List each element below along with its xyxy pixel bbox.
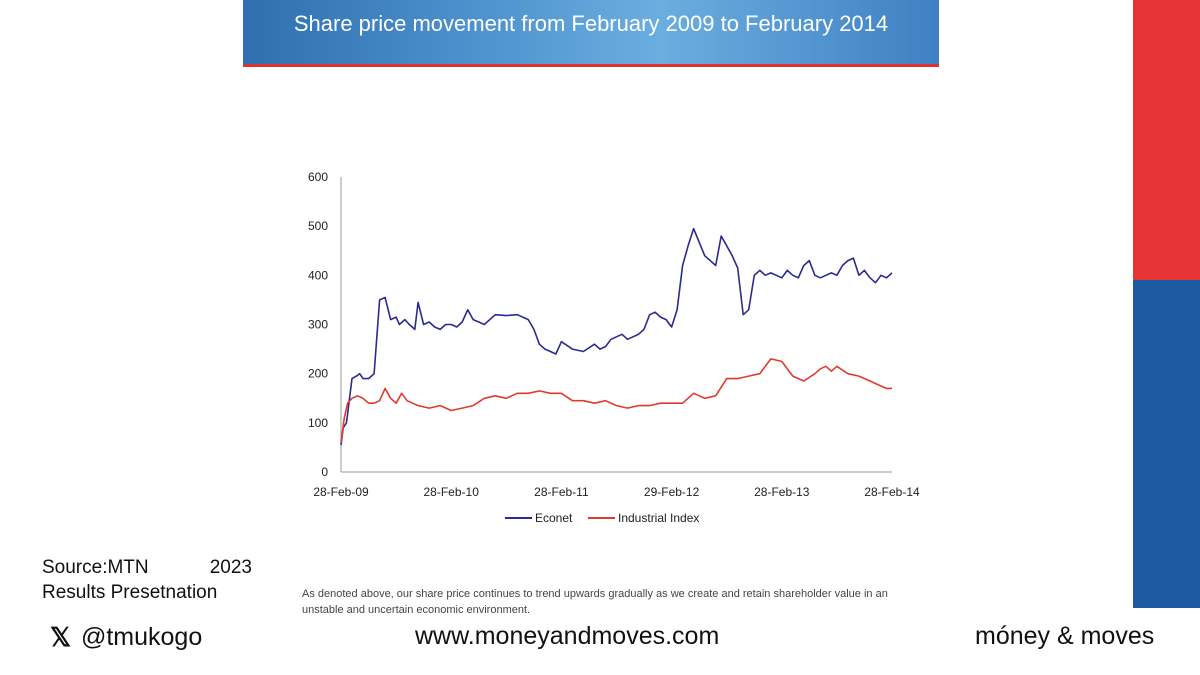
chart-caption: As denoted above, our share price contin… xyxy=(302,588,888,616)
side-accent-blue xyxy=(1133,280,1200,608)
x-tick-label: 28-Feb-11 xyxy=(534,485,589,499)
series-lines xyxy=(340,227,893,446)
industrial-index-line xyxy=(340,358,892,443)
twitter-handle[interactable]: 𝕏 @tmukogo xyxy=(50,622,202,653)
y-tick-label: 500 xyxy=(308,219,328,233)
chart-axes xyxy=(340,177,892,473)
econet-line xyxy=(340,227,893,446)
y-ticks: 0 100 200 300 400 500 600 xyxy=(308,170,328,479)
y-tick-label: 400 xyxy=(308,268,328,282)
legend-label: Industrial Index xyxy=(618,511,699,525)
y-tick-label: 600 xyxy=(308,170,328,184)
handle-text: @tmukogo xyxy=(80,623,203,651)
x-tick-label: 28-Feb-10 xyxy=(424,485,480,499)
website-link[interactable]: www.moneyandmoves.com xyxy=(415,622,720,650)
source-detail: Results Presetnation xyxy=(42,582,218,603)
x-ticks: 28-Feb-09 28-Feb-10 28-Feb-11 29-Feb-12 28-F… xyxy=(313,485,920,499)
x-tick-label: 28-Feb-14 xyxy=(864,485,920,499)
brand-logo: móney & moves xyxy=(975,622,1155,650)
source-note: Source:MTN 2023 Results Presetnation xyxy=(42,555,252,605)
y-tick-label: 300 xyxy=(308,318,328,332)
source-label: Source:MTN xyxy=(42,557,149,578)
y-tick-label: 100 xyxy=(308,416,328,430)
title-banner xyxy=(243,0,939,64)
banner-underline xyxy=(243,64,939,67)
x-tick-label: 28-Feb-09 xyxy=(313,485,369,499)
x-tick-label: 29-Feb-12 xyxy=(644,485,700,499)
legend: Econet Industrial Index xyxy=(505,511,699,525)
legend-label: Econet xyxy=(535,511,573,525)
x-logo-icon: 𝕏 xyxy=(50,622,71,652)
source-year: 2023 xyxy=(209,557,252,578)
side-accent-red xyxy=(1133,0,1200,280)
y-tick-label: 200 xyxy=(308,367,328,381)
x-tick-label: 28-Feb-13 xyxy=(754,485,810,499)
y-tick-label: 0 xyxy=(321,465,328,479)
banner-title: Share price movement from February 2009 … xyxy=(293,11,889,36)
